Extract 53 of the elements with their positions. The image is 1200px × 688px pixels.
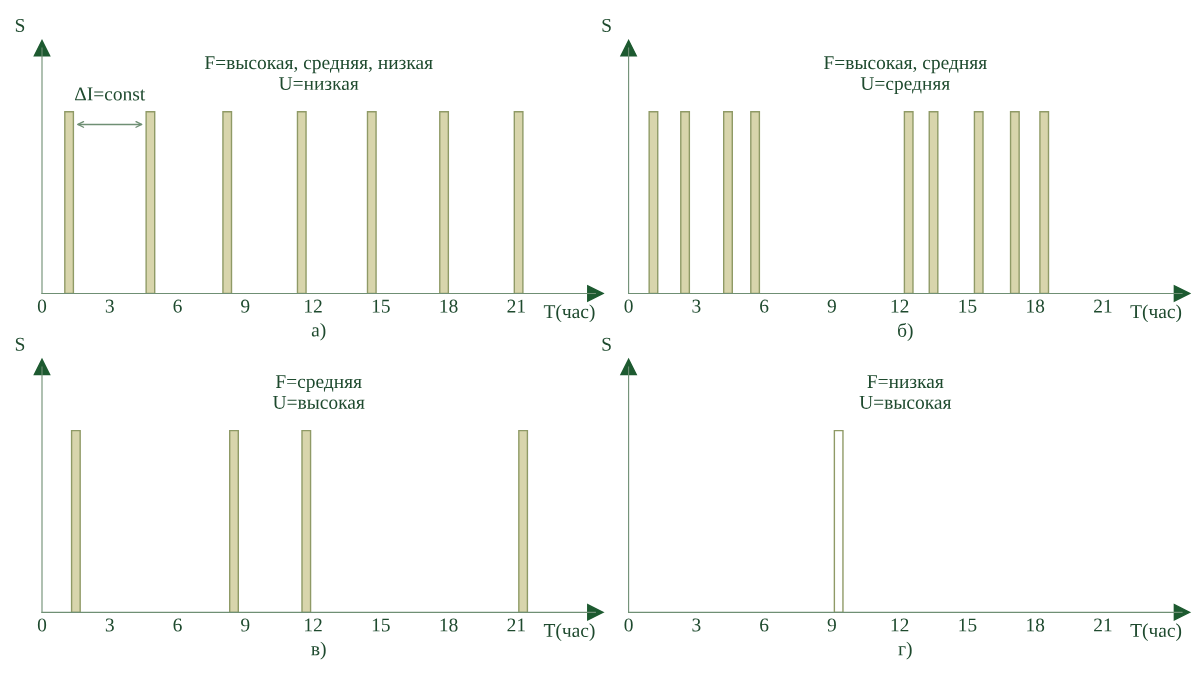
x-tick-label: 12 [305,618,322,632]
y-axis-title: S [602,18,611,32]
text: U=высокая [859,396,952,409]
x-axis-title: T(час) [543,623,595,641]
x-tick-label: 0 [37,618,47,632]
x-tick-label: 18 [440,618,458,632]
x-tick-label: 0 [624,618,633,632]
text: а) [311,322,326,341]
x-tick-label: 18 [1027,618,1045,632]
x-tick-label: 18 [1027,299,1045,313]
x-tick-label: 9 [827,299,836,313]
text: F=низкая [867,375,944,389]
x-tick-label: 18 [440,299,458,313]
text: в) [311,641,326,660]
x-tick-label: 21 [507,299,525,313]
y-axis-title: S [602,337,611,351]
x-tick-label: 0 [624,299,633,313]
text: б) [898,322,913,341]
x-tick-label: 15 [959,618,977,632]
x-axis-title: T(час) [543,304,595,323]
text: г) [898,641,912,660]
x-tick-label: 12 [891,618,909,632]
text: F=высокая, средняя, низкая [204,56,433,74]
x-tick-label: 3 [692,618,701,632]
x-tick-label: 9 [827,618,836,632]
x-axis-title: T(час) [1130,623,1182,641]
text: F=высокая, средняя [823,56,987,74]
x-tick-label: 0 [37,299,47,313]
x-tick-label: 6 [173,299,182,313]
x-tick-label: 9 [241,618,250,632]
y-axis-title: S [15,18,25,32]
x-tick-label: 12 [305,299,322,313]
x-tick-label: 9 [241,299,250,313]
x-tick-label: 6 [760,618,769,632]
x-axis-title: T(час) [1130,304,1182,323]
x-tick-label: 3 [692,299,701,313]
x-tick-label: 15 [372,618,390,632]
text: F=средняя [275,375,362,393]
x-tick-label: 12 [891,299,909,313]
x-tick-label: 21 [1094,299,1112,313]
text: U=средняя [860,77,950,94]
y-axis-title: S [15,337,25,351]
text: U=низкая [278,77,359,91]
x-tick-label: 6 [173,618,182,632]
x-tick-label: 15 [372,299,390,313]
x-tick-label: 21 [1094,618,1112,632]
x-tick-label: 15 [959,299,977,313]
x-tick-label: 6 [760,299,769,313]
x-tick-label: 21 [507,618,525,632]
x-tick-label: 3 [105,299,114,313]
text: ΔI=const [75,87,146,101]
x-tick-label: 3 [105,618,114,632]
text: U=высокая [272,396,365,409]
